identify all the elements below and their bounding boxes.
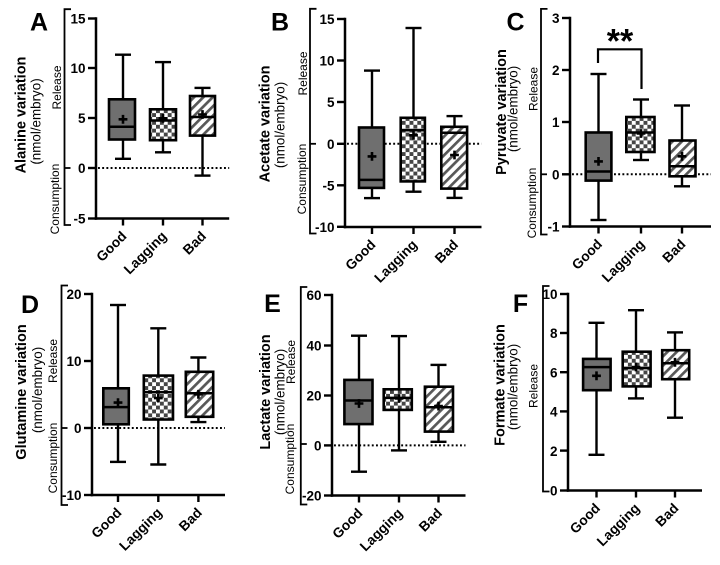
svg-text:-10: -10 [315, 220, 335, 235]
svg-text:0: 0 [314, 439, 322, 454]
svg-text:-5: -5 [73, 212, 85, 227]
svg-text:6: 6 [550, 365, 558, 380]
svg-text:8: 8 [550, 326, 558, 341]
svg-text:Consumption: Consumption [48, 164, 62, 235]
svg-text:20: 20 [66, 287, 81, 302]
svg-text:5: 5 [78, 111, 86, 126]
svg-text:Consumption: Consumption [525, 168, 539, 239]
svg-text:20: 20 [306, 389, 321, 404]
svg-text:B: B [271, 8, 289, 36]
svg-text:Consumption: Consumption [46, 423, 60, 494]
svg-text:2: 2 [550, 444, 558, 459]
svg-text:(nmol/embryo): (nmol/embryo) [30, 347, 45, 433]
svg-text:2: 2 [552, 63, 560, 78]
svg-text:-20: -20 [302, 489, 322, 504]
svg-text:Acetate variation: Acetate variation [258, 66, 274, 183]
svg-text:**: ** [607, 23, 634, 61]
svg-text:15: 15 [70, 12, 86, 27]
svg-text:Release: Release [527, 67, 541, 111]
svg-text:15: 15 [319, 12, 335, 27]
svg-text:0: 0 [552, 168, 560, 183]
svg-text:Release: Release [296, 51, 310, 95]
svg-text:(nmol/embryo): (nmol/embryo) [273, 349, 288, 435]
svg-text:D: D [21, 291, 39, 319]
svg-text:60: 60 [306, 288, 321, 303]
svg-text:10: 10 [66, 354, 81, 369]
svg-text:0: 0 [327, 137, 335, 152]
svg-text:-5: -5 [322, 179, 334, 194]
svg-text:40: 40 [306, 339, 321, 354]
svg-text:Lactate variation: Lactate variation [258, 334, 274, 449]
svg-text:3: 3 [552, 11, 560, 26]
svg-text:0: 0 [74, 421, 82, 436]
svg-text:Release: Release [46, 339, 60, 383]
svg-text:Pyruvate variation: Pyruvate variation [494, 49, 510, 175]
svg-text:E: E [264, 290, 281, 318]
svg-text:Formate variation: Formate variation [493, 324, 509, 446]
svg-text:1: 1 [552, 115, 560, 130]
svg-text:Consumption: Consumption [283, 424, 297, 495]
svg-text:10: 10 [542, 287, 557, 302]
svg-text:A: A [30, 8, 48, 36]
svg-text:0: 0 [550, 484, 558, 499]
svg-text:-1: -1 [547, 220, 559, 235]
svg-text:Release: Release [284, 340, 298, 384]
svg-text:Consumption: Consumption [295, 144, 309, 215]
svg-text:(nmol/embryo): (nmol/embryo) [29, 78, 44, 164]
svg-text:F: F [513, 290, 528, 318]
svg-text:Release: Release [527, 364, 541, 408]
svg-text:Alanine variation: Alanine variation [14, 57, 30, 174]
svg-text:5: 5 [327, 95, 335, 110]
svg-text:-10: -10 [62, 488, 82, 503]
svg-text:Release: Release [50, 65, 64, 109]
svg-text:(nmol/embryo): (nmol/embryo) [506, 344, 521, 430]
svg-text:10: 10 [319, 54, 334, 69]
svg-text:4: 4 [550, 405, 558, 420]
svg-text:10: 10 [70, 61, 85, 76]
svg-text:(nmol/embryo): (nmol/embryo) [273, 82, 288, 168]
svg-text:0: 0 [78, 161, 86, 176]
svg-text:C: C [506, 8, 524, 36]
svg-text:Glutamine variation: Glutamine variation [14, 324, 30, 459]
svg-text:(nmol/embryo): (nmol/embryo) [506, 66, 521, 152]
